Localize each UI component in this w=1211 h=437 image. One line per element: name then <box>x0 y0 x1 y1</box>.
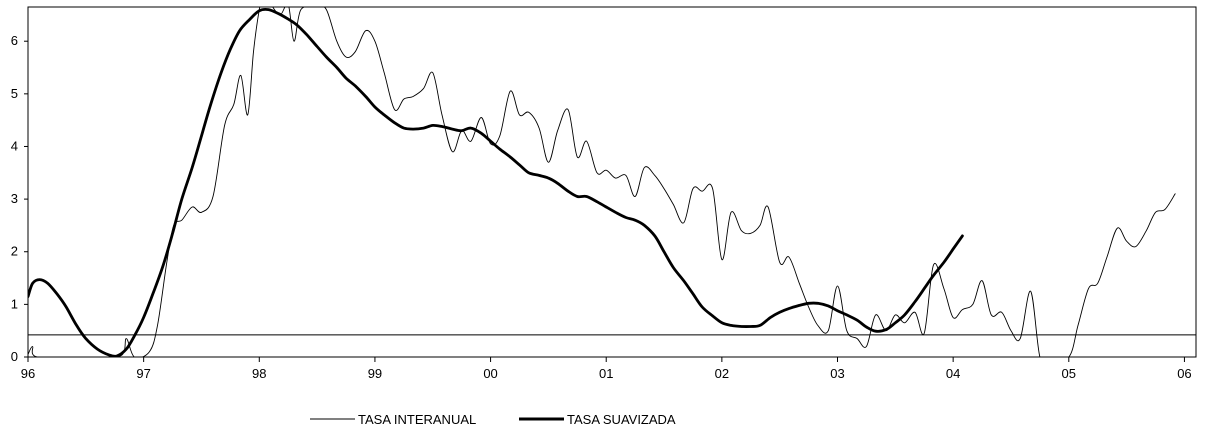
legend-label-tasa-suavizada: TASA SUAVIZADA <box>567 412 676 427</box>
y-axis: 0 1 2 3 4 5 6 <box>11 33 28 364</box>
x-tick-label: 98 <box>252 366 266 381</box>
x-tick-label: 96 <box>21 366 35 381</box>
x-tick-label: 05 <box>1062 366 1076 381</box>
legend-label-tasa-interanual: TASA INTERANUAL <box>358 412 476 427</box>
series-layer <box>28 7 1176 357</box>
y-tick-label: 0 <box>11 349 18 364</box>
y-tick-label: 2 <box>11 244 18 259</box>
series-tasa-suavizada-line <box>28 7 964 357</box>
x-axis: 96 97 98 99 00 01 02 03 04 05 06 <box>21 357 1192 381</box>
x-tick-label: 00 <box>483 366 497 381</box>
x-tick-label: 04 <box>946 366 960 381</box>
y-tick-label: 4 <box>11 138 18 153</box>
x-tick-label: 06 <box>1177 366 1191 381</box>
y-tick-label: 3 <box>11 191 18 206</box>
x-tick-label: 99 <box>368 366 382 381</box>
plot-area-frame <box>27 6 1197 358</box>
y-tick-label: 1 <box>11 296 18 311</box>
x-tick-label: 01 <box>599 366 613 381</box>
y-tick-label: 5 <box>11 86 18 101</box>
legend: TASA INTERANUAL TASA SUAVIZADA <box>310 412 676 427</box>
x-tick-label: 97 <box>136 366 150 381</box>
x-tick-label: 03 <box>830 366 844 381</box>
x-tick-label: 02 <box>715 366 729 381</box>
y-tick-label: 6 <box>11 33 18 48</box>
series-tasa-interanual-line <box>28 7 1176 357</box>
